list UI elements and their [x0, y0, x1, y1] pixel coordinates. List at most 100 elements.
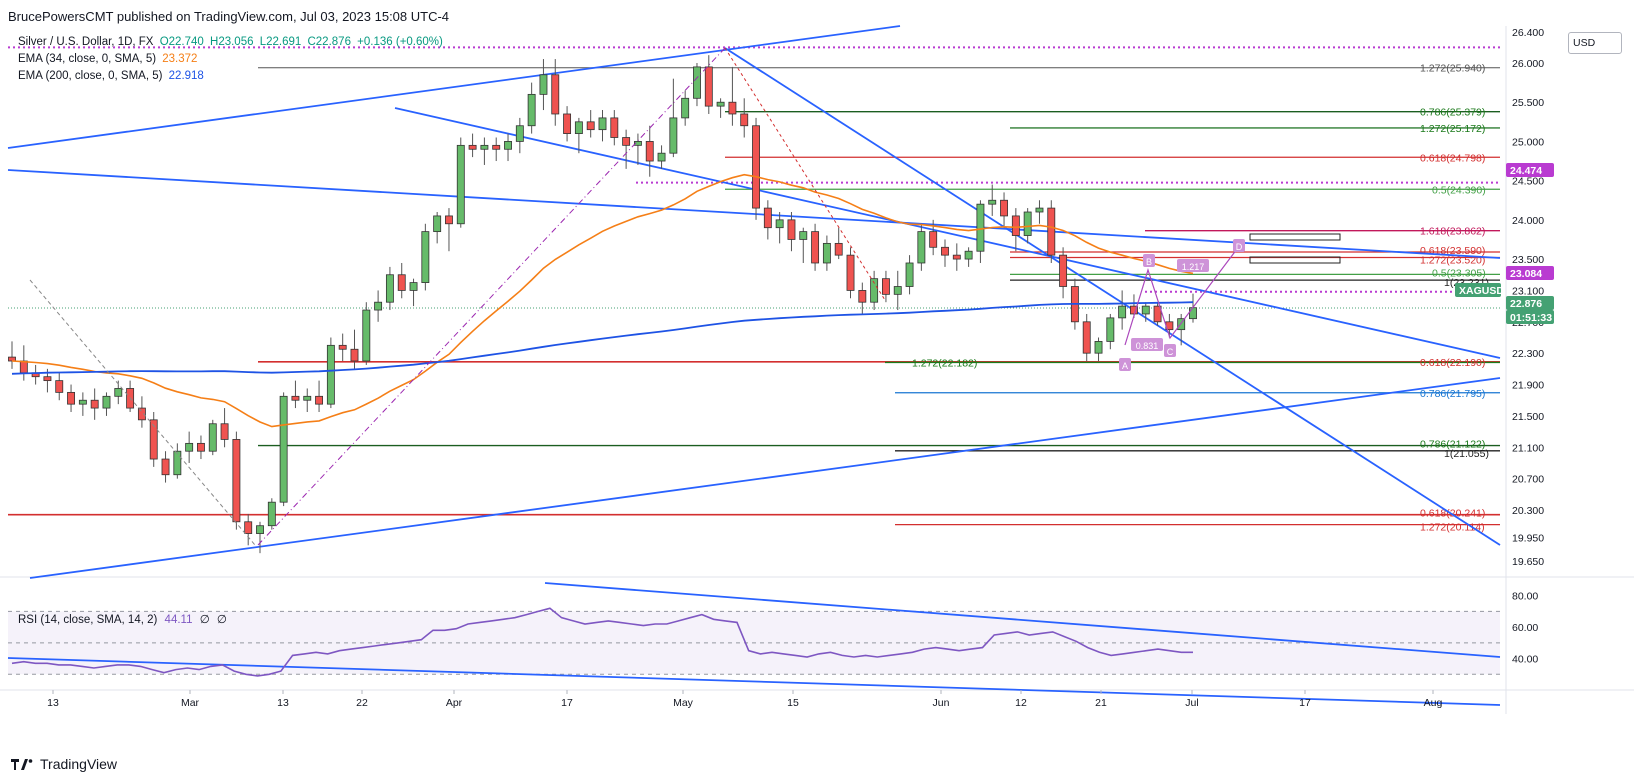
ratio-box [1177, 259, 1209, 272]
candle-body [1047, 207, 1056, 256]
price-tick-label: 21.900 [1512, 380, 1544, 392]
candle-body [267, 501, 276, 527]
candle-body [704, 66, 713, 107]
fib-label: 1.272(25.172) [1420, 123, 1485, 135]
candle-body [811, 231, 820, 264]
candle-body [1000, 199, 1008, 217]
open-value: O22.740 [159, 36, 204, 48]
trend-line [29, 377, 1501, 579]
candle-body [822, 242, 831, 264]
time-axis-label: Apr [446, 697, 463, 709]
trend-line [394, 107, 1501, 359]
candle-body [197, 442, 205, 452]
rsi-tick-label: 80.00 [1512, 591, 1538, 603]
candle-body [988, 199, 997, 205]
rsi-trend-line [544, 582, 1501, 658]
candle-body [409, 282, 418, 291]
price-tag [1506, 266, 1554, 280]
candle-body [1023, 211, 1032, 236]
fib-label: 0.618(24.798) [1420, 152, 1485, 164]
price-tick-label: 24.500 [1512, 176, 1544, 188]
ema200-legend-row: EMA (200, close, 0, SMA, 5) 22.918 [18, 68, 443, 85]
time-axis-label: 21 [1095, 697, 1107, 709]
candle-body [598, 117, 607, 131]
candle-body [846, 254, 855, 291]
candle-body [870, 278, 879, 303]
brand-name: TradingView [40, 756, 118, 772]
candle-body [492, 144, 501, 150]
pattern-label: B [1146, 257, 1152, 267]
rsi-extra-1: ∅ [199, 614, 210, 626]
pattern-label: A [1122, 361, 1128, 371]
candle-body [220, 423, 229, 440]
pattern-point-c [1164, 344, 1176, 357]
price-tick-label: 21.100 [1512, 442, 1544, 454]
price-tick-label: 21.500 [1512, 411, 1544, 423]
candle-body [1094, 341, 1103, 354]
candle-body [976, 203, 985, 252]
candle-body [633, 141, 642, 146]
high-value: H23.056 [210, 36, 254, 48]
time-axis-label: 17 [1299, 697, 1311, 709]
time-axis-label: May [673, 697, 694, 709]
tradingview-brand[interactable]: TradingView [10, 756, 117, 772]
candle-body [551, 74, 560, 115]
ema34-label: EMA (34, close, 0, SMA, 5) [18, 53, 157, 65]
candle-body [917, 231, 926, 264]
ema200-line [11, 301, 1194, 375]
candle-body [19, 360, 28, 374]
time-axis-label: 22 [356, 697, 368, 709]
low-value: L22.691 [259, 36, 302, 48]
trend-line [724, 47, 1501, 546]
rsi-line [11, 607, 1193, 677]
candle-body [1059, 254, 1068, 287]
candle-body [303, 395, 312, 401]
candle-body [1177, 318, 1186, 331]
pattern-point-b [1143, 254, 1155, 267]
fib-label: 0.5(23.305) [1432, 267, 1486, 279]
price-tick-label: 19.650 [1512, 556, 1544, 568]
ratio-box [1131, 338, 1163, 351]
candle-body [468, 144, 477, 150]
fib-label: 1(21.055) [1444, 448, 1489, 460]
ratio-label: 1.217 [1182, 262, 1205, 272]
time-axis-label: Mar [181, 697, 200, 709]
price-tag [1506, 163, 1554, 177]
candle-body [515, 125, 524, 142]
price-tick-label: 23.500 [1512, 254, 1544, 266]
ema34-line [11, 173, 1194, 428]
trend-line [7, 169, 1501, 259]
candle-body [787, 219, 796, 240]
candle-body [102, 395, 111, 409]
price-tick-label: 22.300 [1512, 348, 1544, 360]
price-tick-label: 26.400 [1512, 27, 1544, 39]
time-axis-label: 17 [561, 697, 573, 709]
candle-body [185, 442, 194, 452]
candle-body [114, 388, 123, 397]
price-tick-label: 19.950 [1512, 532, 1544, 544]
candle-body [504, 141, 512, 150]
price-tick-label: 20.300 [1512, 505, 1544, 517]
candle-body [161, 458, 170, 476]
fib-label: 0.5(24.390) [1432, 184, 1486, 196]
candle-body [1082, 321, 1091, 354]
candle-body [149, 419, 158, 460]
candle-body [752, 125, 760, 209]
pattern-label: C [1167, 347, 1174, 357]
candle-body [964, 250, 973, 260]
currency-selector[interactable]: USD [1568, 32, 1622, 54]
candle-body [208, 423, 217, 452]
candle-body [669, 117, 678, 154]
candle-body [456, 144, 465, 225]
candle-body [905, 262, 914, 287]
ema34-value: 23.372 [162, 53, 198, 65]
fib-label: 1.272(25.940) [1420, 63, 1485, 75]
fib-label: 1.272(22.182) [912, 357, 977, 369]
target-zone-box [1249, 233, 1341, 241]
candle-body [1118, 305, 1127, 319]
rsi-extra-2: ∅ [216, 614, 227, 626]
currency-label: USD [1573, 37, 1596, 49]
fib-label: 1.272(23.520) [1420, 254, 1485, 266]
time-axis-label: Jun [933, 697, 950, 709]
